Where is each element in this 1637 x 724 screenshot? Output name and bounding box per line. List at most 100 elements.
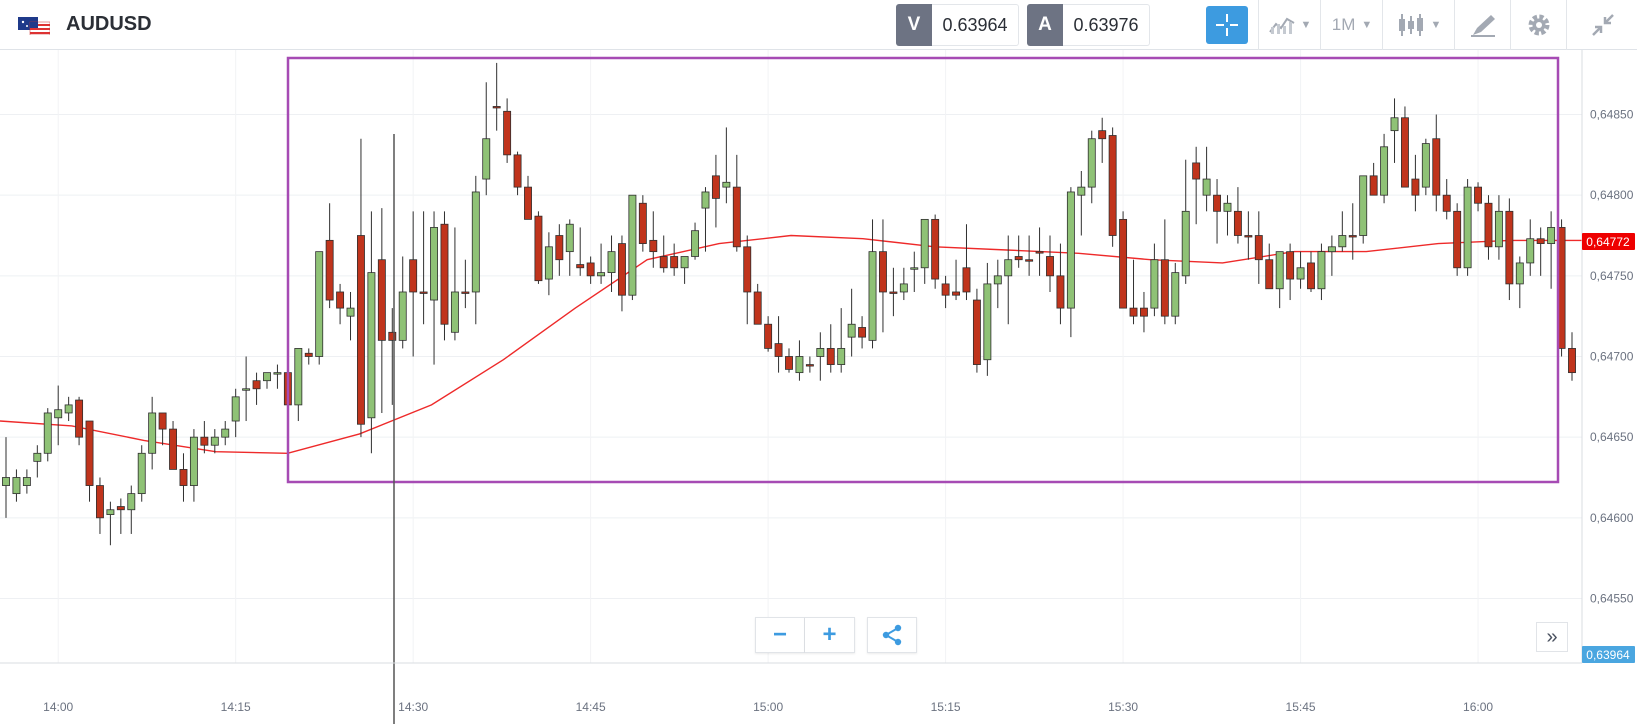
candle-body: [1348, 235, 1357, 238]
candle-body: [1181, 210, 1190, 277]
candle-body: [54, 409, 63, 419]
candle-body: [889, 291, 898, 294]
candle-body: [524, 186, 532, 220]
candle-body: [1046, 256, 1054, 277]
candle-body: [1265, 259, 1274, 290]
candle-body: [774, 343, 783, 357]
candle-body: [1254, 235, 1263, 261]
candle-body: [325, 239, 334, 301]
chart-type-button[interactable]: ▼: [1382, 0, 1455, 50]
candle-body: [127, 493, 136, 511]
candle-body: [492, 106, 501, 109]
candle-body: [952, 291, 960, 296]
candle-body: [1369, 175, 1378, 196]
candle-body: [1244, 235, 1253, 238]
buy-quote[interactable]: A 0.63976: [1027, 4, 1150, 46]
candle-body: [1432, 138, 1441, 196]
price-axis: 0,64550 0,64600 0,64650 0,64700 0,64750 0,648…: [1590, 108, 1634, 606]
share-button[interactable]: [867, 617, 917, 653]
candle-body: [638, 202, 647, 244]
top-toolbar: AUDUSD V 0.63964 A 0.63976 ▼ 1M ▼: [0, 0, 1637, 50]
candle-body: [1421, 143, 1430, 188]
gear-icon: [1528, 14, 1550, 36]
flag-au-us-icon: [18, 17, 50, 35]
candle-body: [1411, 178, 1420, 196]
draw-tools-button[interactable]: [1454, 0, 1511, 50]
collapse-button[interactable]: [1566, 0, 1637, 50]
x-tick-label: 16:00: [1463, 700, 1493, 714]
candle-body: [837, 348, 846, 365]
candle-body: [1568, 348, 1576, 374]
candle-body: [899, 283, 908, 293]
candle-body: [858, 327, 867, 338]
candle-body: [137, 452, 146, 495]
candle-body: [398, 291, 407, 341]
indicators-button[interactable]: ▼: [1258, 0, 1321, 50]
candle-body: [242, 388, 251, 391]
candle-body: [471, 191, 480, 293]
candle-body: [450, 291, 459, 333]
candle-body: [1077, 186, 1086, 196]
settings-button[interactable]: [1510, 0, 1567, 50]
interval-label: 1M: [1331, 15, 1356, 34]
scroll-to-end-button[interactable]: »: [1536, 622, 1568, 652]
y-tick-label: 0,64600: [1590, 511, 1634, 525]
candle-body: [263, 372, 271, 382]
x-tick-label: 14:30: [398, 700, 428, 714]
candle-body: [1380, 146, 1389, 196]
candle-body: [732, 186, 741, 248]
candle-body: [1014, 256, 1023, 261]
candle-body: [941, 283, 950, 296]
y-tick-label: 0,64650: [1590, 430, 1634, 444]
interval-select[interactable]: 1M ▼: [1320, 0, 1383, 50]
y-tick-label: 0,64750: [1590, 269, 1634, 283]
share-icon: [882, 624, 902, 646]
candle-body: [1129, 307, 1138, 317]
candle-body: [597, 272, 606, 277]
candle-body: [795, 356, 804, 374]
candle-body: [1463, 186, 1472, 269]
candle-body: [711, 175, 720, 199]
candle-body: [1401, 117, 1409, 188]
candle-body: [962, 267, 971, 293]
candle-body: [200, 436, 209, 446]
zoom-in-button[interactable]: +: [805, 617, 855, 653]
candle-body: [1442, 194, 1451, 212]
candle-body: [910, 267, 919, 270]
candle-body: [649, 239, 658, 253]
candle-body: [816, 348, 825, 357]
candle-body: [743, 246, 752, 293]
candle-body: [148, 412, 157, 454]
candle-body: [972, 299, 981, 365]
candle-body: [1307, 262, 1315, 290]
candle-body: [1087, 138, 1096, 188]
candle-body: [1275, 251, 1284, 290]
candle-body: [1202, 178, 1211, 196]
y-tick-label: 0,64700: [1590, 350, 1634, 364]
candle-body: [2, 477, 10, 486]
price-chart[interactable]: 0,64550 0,64600 0,64650 0,64700 0,64750 0,648…: [0, 50, 1637, 724]
candle-body: [1150, 259, 1159, 309]
candle-body: [12, 477, 21, 495]
candle-body: [304, 352, 313, 357]
x-tick-label: 14:00: [43, 700, 73, 714]
candle-body: [1025, 259, 1034, 262]
candle-body: [544, 246, 553, 280]
instrument-symbol: AUDUSD: [66, 13, 152, 35]
candle-body: [440, 223, 449, 325]
candle-body: [1213, 194, 1221, 212]
candle-body: [607, 251, 616, 274]
y-tick-label: 0,64550: [1590, 591, 1634, 605]
candle-body: [1484, 202, 1493, 248]
candle-body: [189, 436, 198, 486]
chevron-down-icon: ▼: [1300, 19, 1312, 31]
sell-quote[interactable]: V 0.63964: [896, 4, 1019, 46]
candle-body: [210, 436, 219, 446]
zoom-out-button[interactable]: −: [755, 617, 805, 653]
candle-body: [179, 469, 188, 486]
candle-body: [1160, 259, 1169, 317]
candle-body: [722, 181, 731, 188]
candle-body: [1526, 238, 1535, 264]
crosshair-button[interactable]: [1206, 6, 1248, 44]
collapse-icon: [1591, 14, 1614, 36]
